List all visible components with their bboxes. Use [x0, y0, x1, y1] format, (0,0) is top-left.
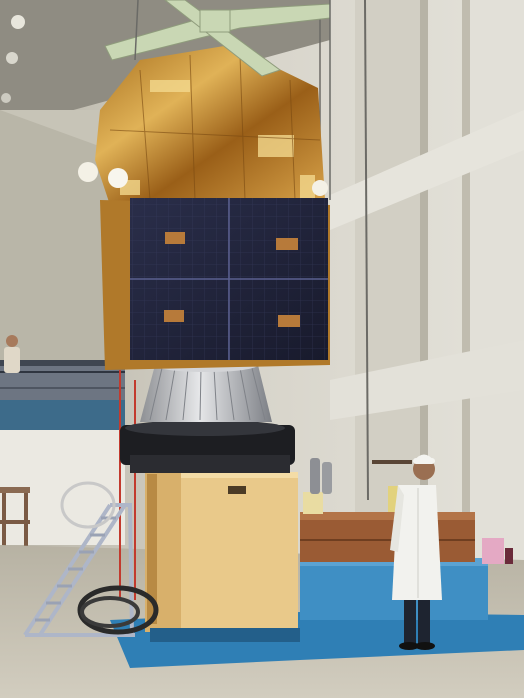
support-cradle: [180, 472, 298, 637]
wooden-bench: [300, 512, 475, 562]
ceiling-lights: [1, 15, 25, 103]
lifting-fixture: [104, 0, 331, 77]
interface-cone: [140, 365, 272, 422]
technician: [390, 454, 442, 650]
